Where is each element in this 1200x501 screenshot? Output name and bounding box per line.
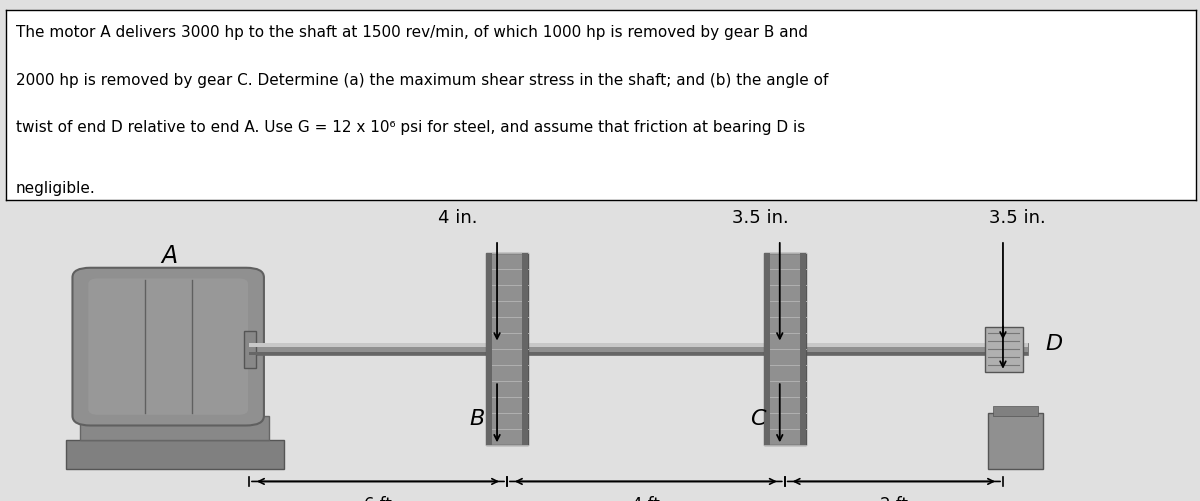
Text: C: C xyxy=(750,408,766,428)
FancyBboxPatch shape xyxy=(89,279,248,415)
Text: twist of end D relative to end A. Use G = 12 x 10⁶ psi for steel, and assume tha: twist of end D relative to end A. Use G … xyxy=(16,120,805,135)
Text: 2 ft: 2 ft xyxy=(880,496,908,501)
Text: A: A xyxy=(162,244,178,268)
FancyBboxPatch shape xyxy=(72,268,264,425)
Bar xyxy=(66,440,283,469)
Text: 4 ft: 4 ft xyxy=(632,496,660,501)
Bar xyxy=(764,254,805,445)
Bar xyxy=(522,254,528,445)
Text: The motor A delivers 3000 hp to the shaft at 1500 rev/min, of which 1000 hp is r: The motor A delivers 3000 hp to the shaf… xyxy=(16,25,808,40)
Bar xyxy=(988,413,1043,469)
Text: 2000 hp is removed by gear C. Determine (a) the maximum shear stress in the shaf: 2000 hp is removed by gear C. Determine … xyxy=(16,73,828,88)
Text: 3.5 in.: 3.5 in. xyxy=(990,209,1046,227)
Text: 4 in.: 4 in. xyxy=(438,209,478,227)
Bar xyxy=(250,353,1027,355)
Bar xyxy=(764,254,770,445)
Bar xyxy=(799,254,805,445)
Bar xyxy=(486,254,528,445)
Bar xyxy=(244,331,256,368)
Text: D: D xyxy=(1045,334,1063,354)
Bar xyxy=(994,406,1038,416)
Bar xyxy=(250,343,1027,347)
Bar xyxy=(486,254,492,445)
Text: negligible.: negligible. xyxy=(16,181,95,196)
Text: 3.5 in.: 3.5 in. xyxy=(732,209,788,227)
Bar xyxy=(985,327,1022,372)
Text: 6 ft: 6 ft xyxy=(364,496,392,501)
Bar xyxy=(250,343,1027,355)
Text: B: B xyxy=(469,408,485,428)
Bar xyxy=(80,416,269,440)
